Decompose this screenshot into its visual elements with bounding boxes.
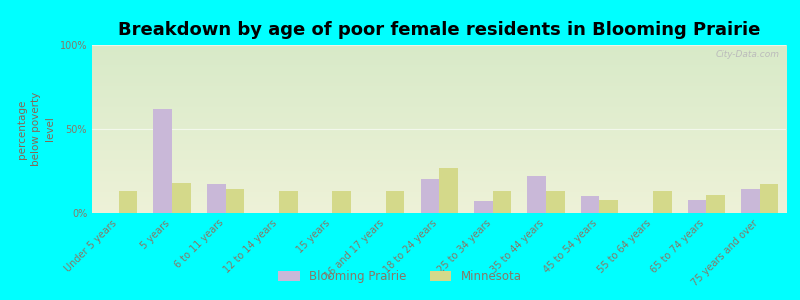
- Bar: [581, 196, 599, 213]
- Bar: [741, 190, 760, 213]
- Bar: [653, 191, 671, 213]
- Bar: [421, 179, 439, 213]
- Bar: [706, 194, 725, 213]
- Bar: [154, 109, 172, 213]
- Bar: [118, 191, 138, 213]
- Y-axis label: percentage
below poverty
level: percentage below poverty level: [18, 92, 55, 166]
- Bar: [439, 168, 458, 213]
- Text: City-Data.com: City-Data.com: [715, 50, 779, 59]
- Title: Breakdown by age of poor female residents in Blooming Prairie: Breakdown by age of poor female resident…: [118, 21, 760, 39]
- Bar: [687, 200, 706, 213]
- Bar: [386, 191, 405, 213]
- Bar: [332, 191, 351, 213]
- Bar: [207, 184, 226, 213]
- Bar: [527, 176, 546, 213]
- Bar: [226, 190, 244, 213]
- Legend: Blooming Prairie, Minnesota: Blooming Prairie, Minnesota: [274, 266, 526, 288]
- Bar: [760, 184, 778, 213]
- Bar: [546, 191, 565, 213]
- Bar: [493, 191, 511, 213]
- Bar: [599, 200, 618, 213]
- Bar: [474, 201, 493, 213]
- Bar: [279, 191, 298, 213]
- Bar: [172, 183, 191, 213]
